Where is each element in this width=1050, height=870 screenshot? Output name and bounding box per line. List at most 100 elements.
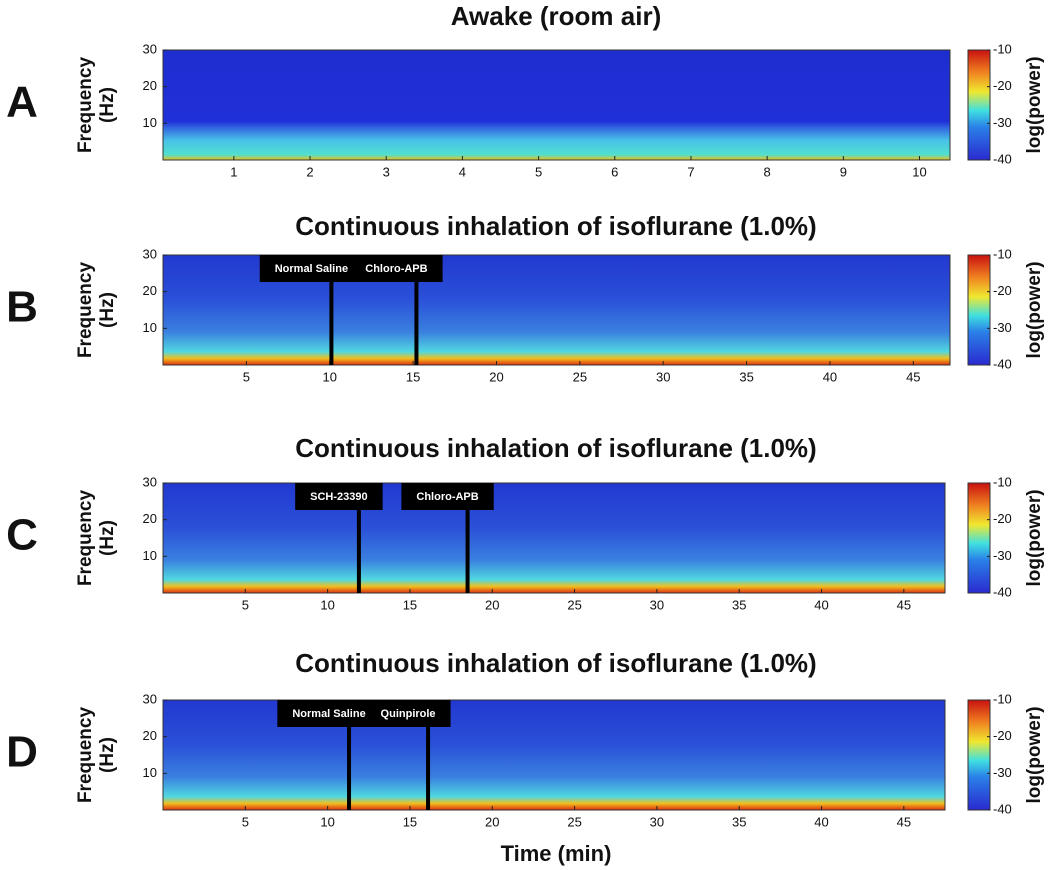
colorbar-tick-label: -40 [993,356,1012,371]
annotation-box [365,700,451,727]
panel-title: Awake (room air) [451,1,661,31]
x-tick-label: 35 [732,597,746,612]
x-tick-label: 3 [383,164,390,179]
x-axis-label: Time (min) [501,841,612,866]
spectrogram-image [163,483,945,593]
annotation-label: Chloro-APB [365,263,427,275]
annotation-label: Chloro-APB [416,491,478,503]
annotation-box [259,255,364,282]
colorbar-tick-label: -20 [993,283,1012,298]
y-tick-label: 20 [143,728,157,743]
x-tick-label: 6 [611,164,618,179]
x-tick-label: 5 [242,814,249,829]
x-tick-label: 30 [656,369,670,384]
colorbar [967,699,991,811]
x-tick-label: 10 [320,814,334,829]
x-tick-label: 10 [323,369,337,384]
plot-frame [162,49,951,161]
panel-title: Continuous inhalation of isoflurane (1.0… [295,648,816,678]
y-tick-label: 30 [143,41,157,56]
y-tick-label: 10 [143,765,157,780]
x-tick-label: 15 [406,369,420,384]
plot-frame [162,254,951,366]
y-axis-label: Frequency [75,490,96,587]
x-tick-label: 7 [687,164,694,179]
x-tick-label: 45 [906,369,920,384]
x-tick-label: 20 [485,814,499,829]
x-tick-label: 40 [814,814,828,829]
x-tick-label: 45 [897,597,911,612]
colorbar-tick-label: -20 [993,511,1012,526]
x-tick-label: 40 [823,369,837,384]
plot-frame [162,482,946,594]
y-axis-label: Frequency [75,262,96,359]
y-axis-label: (Hz) [97,737,118,773]
x-tick-label: 5 [242,597,249,612]
x-tick-label: 10 [320,597,334,612]
y-axis-label: Frequency [75,57,96,154]
y-tick-label: 20 [143,78,157,93]
x-tick-label: 30 [650,597,664,612]
x-tick-label: 15 [403,597,417,612]
x-tick-label: 35 [739,369,753,384]
x-tick-label: 45 [897,814,911,829]
colorbar-tick-label: -40 [993,801,1012,816]
x-tick-label: 30 [650,814,664,829]
colorbar-tick-label: -10 [993,41,1012,56]
x-tick-label: 20 [489,369,503,384]
x-tick-label: 5 [243,369,250,384]
colorbar-tick-label: -20 [993,78,1012,93]
x-tick-label: 25 [573,369,587,384]
x-tick-label: 40 [814,597,828,612]
annotation-box [401,483,494,510]
y-tick-label: 10 [143,548,157,563]
y-tick-label: 30 [143,691,157,706]
colorbar-tick-label: -30 [993,765,1012,780]
colorbar-label: log(power) [1024,56,1045,153]
annotation-label: SCH-23390 [310,491,367,503]
x-tick-label: 15 [403,814,417,829]
colorbar-label: log(power) [1024,706,1045,803]
panel-title: Continuous inhalation of isoflurane (1.0… [295,211,816,241]
panel-letter: D [6,728,38,777]
spectrogram-image [163,50,950,160]
colorbar-label: log(power) [1024,489,1045,586]
plot-frame [162,699,946,811]
y-axis-label: (Hz) [97,292,118,328]
colorbar-tick-label: -10 [993,474,1012,489]
y-tick-label: 20 [143,283,157,298]
colorbar [967,254,991,366]
panel-title: Continuous inhalation of isoflurane (1.0… [295,433,816,463]
y-axis-label: (Hz) [97,87,118,123]
x-tick-label: 25 [567,597,581,612]
annotation-label: Normal Saline [275,263,348,275]
x-tick-label: 35 [732,814,746,829]
x-tick-label: 8 [764,164,771,179]
y-axis-label: Frequency [75,707,96,804]
y-tick-label: 30 [143,246,157,261]
x-tick-label: 5 [535,164,542,179]
colorbar-tick-label: -30 [993,320,1012,335]
x-tick-label: 20 [485,597,499,612]
colorbar-tick-label: -40 [993,151,1012,166]
x-tick-label: 25 [567,814,581,829]
y-tick-label: 30 [143,474,157,489]
colorbar-tick-label: -10 [993,691,1012,706]
colorbar-label: log(power) [1024,261,1045,358]
annotation-label: Quinpirole [381,708,436,720]
annotation-box [350,255,443,282]
x-tick-label: 10 [912,164,926,179]
x-tick-label: 9 [840,164,847,179]
colorbar-tick-label: -30 [993,548,1012,563]
colorbar-tick-label: -20 [993,728,1012,743]
y-axis-label: (Hz) [97,520,118,556]
y-tick-label: 20 [143,511,157,526]
y-tick-label: 10 [143,115,157,130]
x-tick-label: 4 [459,164,466,179]
colorbar [967,482,991,594]
y-tick-label: 10 [143,320,157,335]
annotation-box [277,700,381,727]
colorbar-tick-label: -10 [993,246,1012,261]
x-tick-label: 2 [306,164,313,179]
